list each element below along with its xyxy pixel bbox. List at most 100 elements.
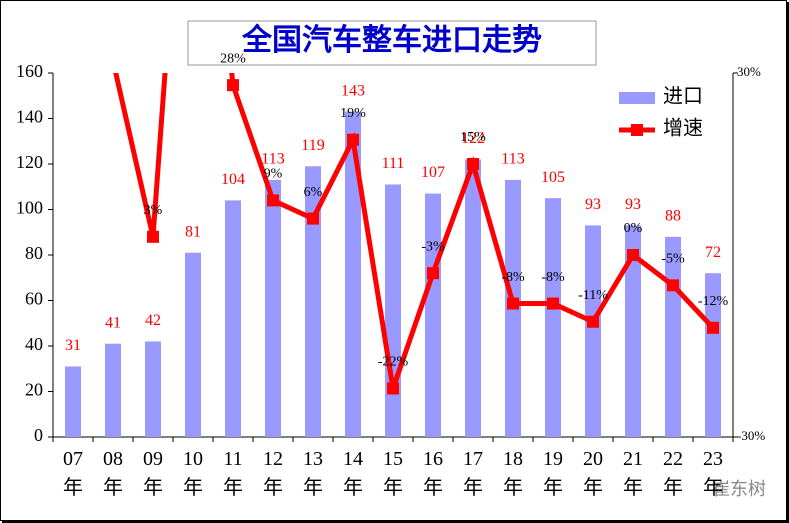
bar: [225, 200, 241, 437]
line-marker: [267, 194, 279, 207]
bar-label: 105: [541, 169, 565, 186]
line-label: -22%: [378, 355, 409, 370]
bar: [665, 236, 681, 437]
line-marker: [547, 297, 559, 310]
line-marker: [667, 279, 679, 292]
x-tick-label: 07年: [63, 448, 83, 499]
line-label: -5%: [661, 252, 685, 267]
bar-label: 111: [382, 155, 405, 172]
line-label: 15%: [460, 130, 486, 145]
line-marker: [587, 315, 599, 328]
bar-label: 88: [665, 207, 681, 224]
y-tick-label: 140: [16, 107, 43, 127]
bar: [585, 225, 601, 437]
x-tick-label: 12年: [263, 448, 283, 499]
title-box: [187, 20, 597, 66]
bar: [65, 366, 81, 437]
line-label: 6%: [304, 185, 323, 200]
line-marker: [347, 133, 359, 146]
bar: [105, 343, 121, 437]
x-tick-label: 19年: [543, 448, 563, 499]
x-tick-label: 21年: [623, 448, 643, 499]
bar-label: 31: [65, 337, 81, 354]
bar-label: 107: [421, 164, 445, 181]
bar: [305, 166, 321, 437]
line: [113, 73, 715, 390]
bar-label: 72: [705, 244, 721, 261]
x-tick-label: 08年: [103, 448, 123, 499]
x-tick-label: 11年: [223, 448, 243, 499]
bar: [145, 341, 161, 437]
bar: [705, 273, 721, 437]
y-tick-label: 80: [25, 243, 43, 263]
line-marker: [107, 55, 119, 67]
bar-label: 41: [105, 314, 121, 331]
chart-title: 全国汽车整车进口走势: [241, 23, 542, 57]
x-tick-label: 17年: [463, 448, 483, 499]
x-tick-label: 13年: [303, 448, 323, 499]
y-tick-label: 160: [16, 61, 43, 81]
y2-tick-label: 30%: [737, 64, 761, 79]
bar: [465, 159, 481, 437]
watermark: 崔东树: [712, 479, 766, 499]
x-tick-label: 23年: [703, 448, 723, 499]
x-tick-label: 16年: [423, 448, 443, 499]
bar-label: 81: [185, 223, 201, 240]
line-marker: [627, 249, 639, 261]
line-marker: [507, 297, 519, 310]
legend-marker: [631, 124, 643, 136]
y-tick-label: 40: [25, 334, 43, 354]
bar: [385, 184, 401, 437]
line-marker: [387, 382, 399, 395]
line-marker: [147, 230, 159, 243]
bar: [345, 111, 361, 438]
line-label: -12%: [698, 294, 729, 309]
bar-label: 104: [221, 171, 245, 188]
x-tick-label: 15年: [383, 448, 403, 499]
bar-label: 119: [301, 137, 324, 154]
line-marker: [307, 212, 319, 225]
line-label: -11%: [578, 288, 608, 303]
y-tick-label: 100: [16, 198, 43, 218]
bar: [545, 198, 561, 437]
x-tick-label: 09年: [143, 448, 163, 499]
y-tick-label: 20: [25, 380, 43, 400]
bar: [625, 225, 641, 437]
x-tick-label: 10年: [183, 448, 203, 499]
y-tick-label: 60: [25, 289, 43, 309]
bar-label: 143: [341, 82, 365, 99]
y2-tick-label: -30%: [737, 428, 765, 443]
legend-label: 进口: [663, 85, 703, 108]
bar-label: 93: [585, 196, 601, 213]
x-tick-label: 20年: [583, 448, 603, 499]
bar-label: 113: [261, 151, 284, 168]
line-label: -3%: [421, 239, 445, 254]
bar-label: 93: [625, 196, 641, 213]
line-label: 3%: [144, 203, 163, 218]
line-label: -8%: [541, 270, 565, 285]
y-tick-label: 120: [16, 152, 43, 172]
bar: [425, 193, 441, 437]
bar: [265, 179, 281, 438]
bar-label: 113: [501, 151, 524, 168]
line-label: 28%: [220, 51, 246, 66]
y-tick-label: 0: [34, 425, 43, 445]
legend-swatch: [619, 92, 655, 104]
x-tick-label: 14年: [343, 448, 363, 499]
bar-label: 42: [145, 312, 161, 329]
line-marker: [427, 267, 439, 280]
line-group: [107, 55, 719, 395]
line-marker: [707, 321, 719, 334]
line-label: 19%: [340, 106, 366, 121]
line-label: -8%: [501, 270, 525, 285]
line-label: 0%: [624, 221, 643, 236]
bar-label: 122: [461, 130, 485, 147]
x-tick-label: 22年: [663, 448, 683, 499]
x-tick-label: 18年: [503, 448, 523, 499]
line-marker: [227, 79, 239, 92]
line-marker: [467, 158, 479, 170]
legend-label: 增速: [663, 117, 703, 140]
bar: [185, 252, 201, 437]
